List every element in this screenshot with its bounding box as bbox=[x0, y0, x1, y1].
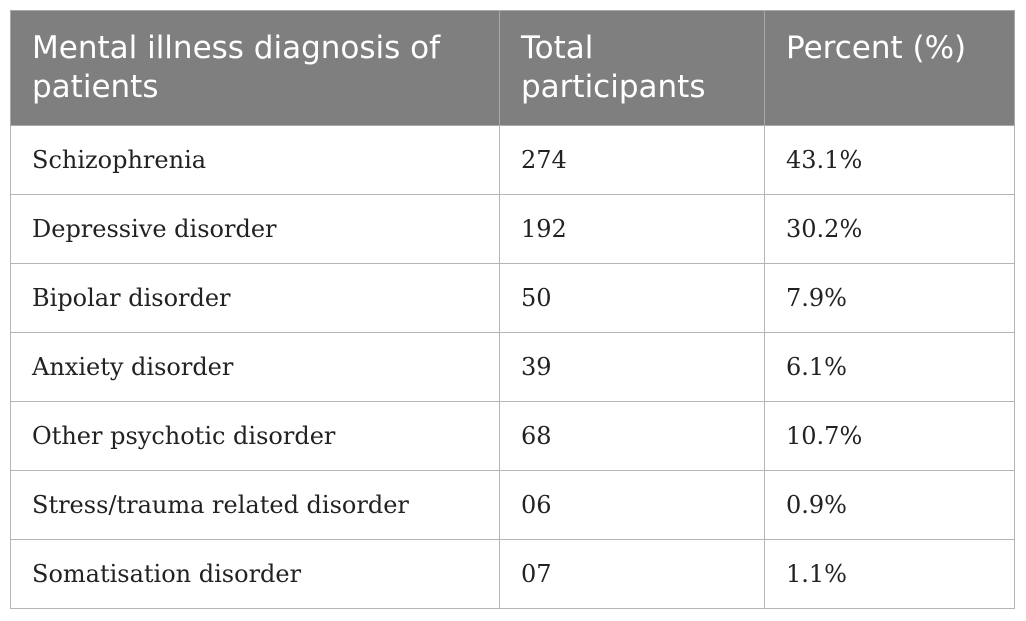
cell-diagnosis: Anxiety disorder bbox=[10, 332, 500, 402]
header-row: Mental illness diagnosis of patients Tot… bbox=[10, 10, 1015, 126]
cell-diagnosis: Schizophrenia bbox=[10, 125, 500, 195]
table-row: Bipolar disorder 50 7.9% bbox=[10, 263, 1015, 333]
diagnosis-table-container: Mental illness diagnosis of patients Tot… bbox=[10, 10, 1015, 609]
header-percent: Percent (%) bbox=[764, 10, 1015, 126]
cell-percent: 10.7% bbox=[764, 401, 1015, 471]
cell-total: 50 bbox=[499, 263, 765, 333]
cell-total: 07 bbox=[499, 539, 765, 609]
table-row: Other psychotic disorder 68 10.7% bbox=[10, 401, 1015, 471]
table-row: Depressive disorder 192 30.2% bbox=[10, 194, 1015, 264]
cell-diagnosis: Depressive disorder bbox=[10, 194, 500, 264]
cell-diagnosis: Stress/trauma related disorder bbox=[10, 470, 500, 540]
table-row: Anxiety disorder 39 6.1% bbox=[10, 332, 1015, 402]
cell-total: 39 bbox=[499, 332, 765, 402]
cell-total: 274 bbox=[499, 125, 765, 195]
cell-diagnosis: Bipolar disorder bbox=[10, 263, 500, 333]
table-row: Somatisation disorder 07 1.1% bbox=[10, 539, 1015, 609]
cell-percent: 43.1% bbox=[764, 125, 1015, 195]
header-diagnosis: Mental illness diagnosis of patients bbox=[10, 10, 500, 126]
table-body: Schizophrenia 274 43.1% Depressive disor… bbox=[10, 125, 1015, 609]
cell-total: 192 bbox=[499, 194, 765, 264]
table-row: Schizophrenia 274 43.1% bbox=[10, 125, 1015, 195]
table-row: Stress/trauma related disorder 06 0.9% bbox=[10, 470, 1015, 540]
table-header: Mental illness diagnosis of patients Tot… bbox=[10, 10, 1015, 126]
cell-percent: 6.1% bbox=[764, 332, 1015, 402]
header-total-participants: Total participants bbox=[499, 10, 765, 126]
cell-diagnosis: Somatisation disorder bbox=[10, 539, 500, 609]
cell-percent: 0.9% bbox=[764, 470, 1015, 540]
cell-percent: 7.9% bbox=[764, 263, 1015, 333]
cell-total: 68 bbox=[499, 401, 765, 471]
cell-percent: 1.1% bbox=[764, 539, 1015, 609]
cell-percent: 30.2% bbox=[764, 194, 1015, 264]
cell-total: 06 bbox=[499, 470, 765, 540]
diagnosis-table: Mental illness diagnosis of patients Tot… bbox=[10, 10, 1015, 609]
cell-diagnosis: Other psychotic disorder bbox=[10, 401, 500, 471]
